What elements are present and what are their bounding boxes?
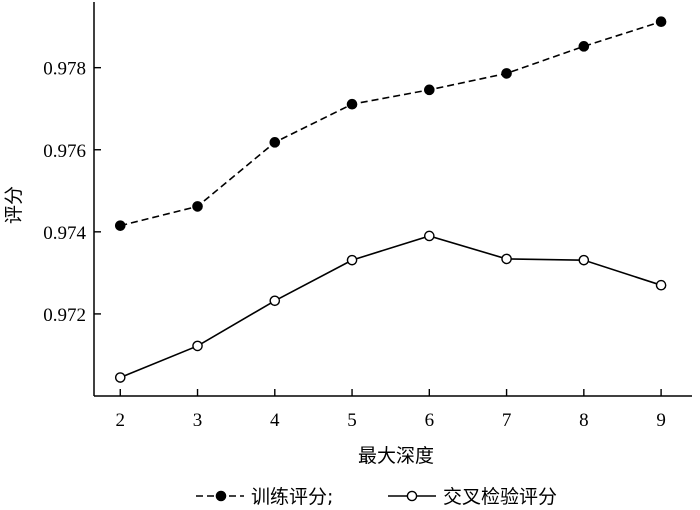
data-point-training	[269, 137, 281, 148]
data-point-training	[655, 16, 667, 28]
y-tick-label: 0.974	[43, 223, 86, 244]
data-point-training	[578, 41, 590, 52]
data-point-cv	[114, 372, 126, 383]
data-point-cv	[578, 254, 590, 266]
y-tick-label: 0.972	[43, 305, 86, 326]
data-point-training	[346, 98, 358, 110]
x-tick-label: 9	[656, 410, 666, 431]
y-axis-label: 评分	[3, 186, 25, 224]
legend-label-cv: 交叉检验评分	[443, 486, 557, 508]
data-point-cv	[346, 254, 358, 266]
x-tick-label: 4	[270, 410, 280, 431]
legend-label-training: 训练评分;	[251, 486, 333, 508]
data-point-cv	[424, 230, 435, 242]
x-tick-label: 8	[579, 410, 589, 431]
series-line-training	[120, 20, 662, 227]
x-tick-label: 3	[193, 410, 203, 431]
data-point-cv	[501, 253, 512, 265]
data-point-cv	[269, 295, 281, 307]
legend-marker-training	[215, 490, 227, 502]
plot-area	[114, 16, 667, 383]
x-axis-label: 最大深度	[358, 445, 434, 467]
x-tick-label: 7	[502, 410, 512, 431]
data-point-training	[192, 201, 203, 212]
x-tick-label: 6	[425, 410, 435, 431]
y-tick-label: 0.978	[43, 59, 86, 80]
legend-marker-cv	[406, 490, 418, 502]
data-point-training	[424, 84, 435, 96]
x-tick-label: 2	[116, 410, 126, 431]
chart-axes	[93, 2, 692, 397]
data-point-training	[501, 68, 512, 79]
data-point-cv	[192, 340, 203, 352]
series-line-cv	[119, 235, 662, 379]
chart-ticks: 2 3 4 5 6 7 8 9 0.972 0.974 0.976 0.978	[43, 59, 666, 431]
data-point-cv	[655, 279, 667, 291]
y-tick-label: 0.976	[43, 141, 86, 162]
data-point-training	[114, 220, 126, 231]
x-tick-label: 5	[347, 410, 357, 431]
legend: 训练评分; 交叉检验评分	[196, 486, 557, 508]
